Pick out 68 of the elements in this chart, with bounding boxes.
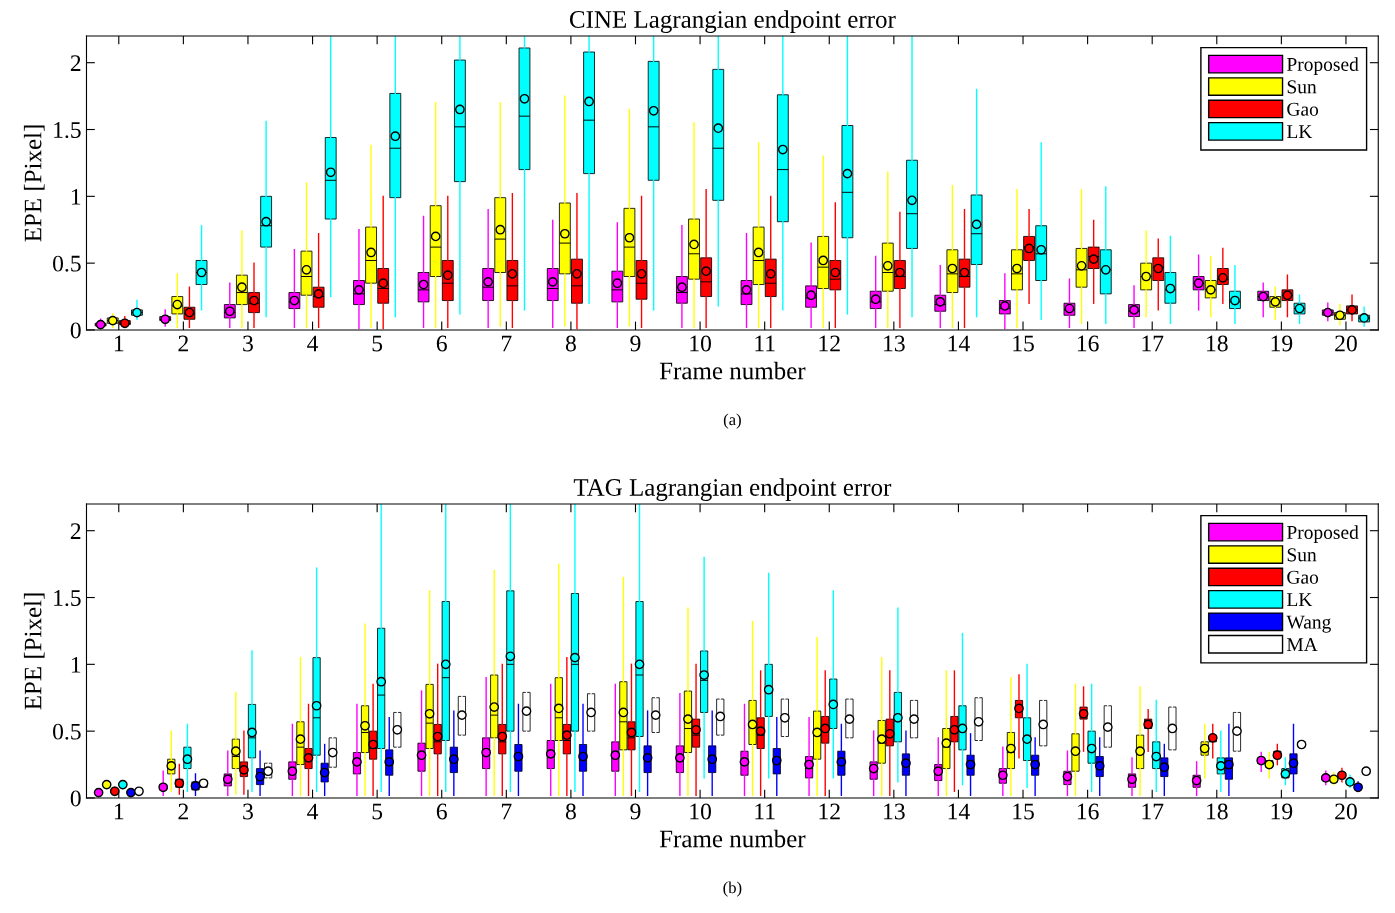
x-tick-label: 2 — [178, 335, 188, 352]
legend-label: MA — [1287, 638, 1318, 651]
y-tick-label: 2 — [70, 55, 81, 71]
x-tick-label: 11 — [755, 335, 775, 352]
chart-title: CINE Lagrangian endpoint error — [569, 10, 896, 34]
x-tick-label: 1 — [114, 335, 124, 352]
x-tick-label: 9 — [630, 335, 641, 352]
x-tick-label: 18 — [1207, 803, 1228, 820]
y-tick-label: 0 — [70, 322, 81, 339]
x-tick-label: 12 — [819, 335, 840, 352]
x-tick-label: 19 — [1271, 335, 1293, 352]
legend-label: LK — [1287, 593, 1313, 607]
chart-title: TAG Lagrangian endpoint error — [573, 478, 892, 502]
x-tick-label: 2 — [178, 803, 188, 820]
x-tick-label: 14 — [948, 803, 970, 820]
x-tick-label: 11 — [755, 803, 775, 820]
x-tick-label: 13 — [884, 335, 905, 352]
x-tick-label: 15 — [1013, 803, 1034, 820]
x-tick-label: 8 — [565, 335, 576, 352]
legend-label: LK — [1287, 125, 1313, 139]
legend-label: Proposed — [1287, 57, 1359, 75]
x-tick-label: 5 — [372, 803, 383, 820]
x-tick-label: 4 — [307, 803, 319, 820]
x-tick-label: 12 — [819, 803, 840, 820]
legend-label: Gao — [1287, 570, 1319, 584]
x-tick-label: 17 — [1142, 335, 1164, 352]
legend-label: Proposed — [1287, 525, 1359, 543]
y-axis-title: EPE [Pixel] — [23, 593, 45, 710]
x-tick-label: 19 — [1271, 803, 1293, 820]
x-tick-label: 3 — [243, 335, 253, 352]
x-tick-label: 14 — [948, 335, 970, 352]
x-tick-label: 20 — [1335, 335, 1357, 352]
x-tick-label: 8 — [565, 803, 576, 820]
y-tick-label: 1.5 — [54, 590, 81, 607]
x-tick-label: 15 — [1013, 335, 1034, 352]
y-tick-label: 1 — [71, 188, 81, 205]
x-tick-label: 16 — [1077, 803, 1099, 820]
x-tick-label: 10 — [690, 335, 711, 352]
x-tick-label: 6 — [436, 803, 447, 820]
x-tick-label: 6 — [436, 335, 447, 352]
x-tick-label: 9 — [630, 803, 641, 820]
legend-label: Wang — [1286, 615, 1331, 633]
x-tick-label: 3 — [243, 803, 253, 820]
text: (b) — [723, 881, 742, 897]
y-tick-label: 0.5 — [53, 255, 81, 272]
x-axis-title: Frame number — [659, 361, 806, 380]
x-tick-label: 4 — [307, 335, 319, 352]
x-axis-title: Frame number — [659, 829, 806, 848]
text: (a) — [723, 413, 741, 429]
x-tick-label: 17 — [1142, 803, 1164, 820]
y-tick-label: 1.5 — [54, 122, 81, 139]
legend-label: Gao — [1287, 102, 1319, 116]
y-tick-label: 0 — [70, 790, 81, 807]
legend-label: Sun — [1287, 548, 1317, 562]
y-tick-label: 2 — [70, 523, 81, 539]
x-tick-label: 7 — [501, 803, 512, 820]
x-tick-label: 18 — [1207, 335, 1228, 352]
y-tick-label: 0.5 — [53, 723, 81, 740]
y-tick-label: 1 — [71, 656, 81, 673]
x-tick-label: 10 — [690, 803, 711, 820]
x-tick-label: 5 — [372, 335, 383, 352]
x-tick-label: 13 — [884, 803, 905, 820]
x-tick-label: 16 — [1077, 335, 1099, 352]
x-tick-label: 1 — [114, 803, 124, 820]
x-tick-label: 20 — [1335, 803, 1357, 820]
x-tick-label: 7 — [501, 335, 512, 352]
y-axis-title: EPE [Pixel] — [23, 125, 45, 242]
legend-label: Sun — [1287, 80, 1317, 94]
